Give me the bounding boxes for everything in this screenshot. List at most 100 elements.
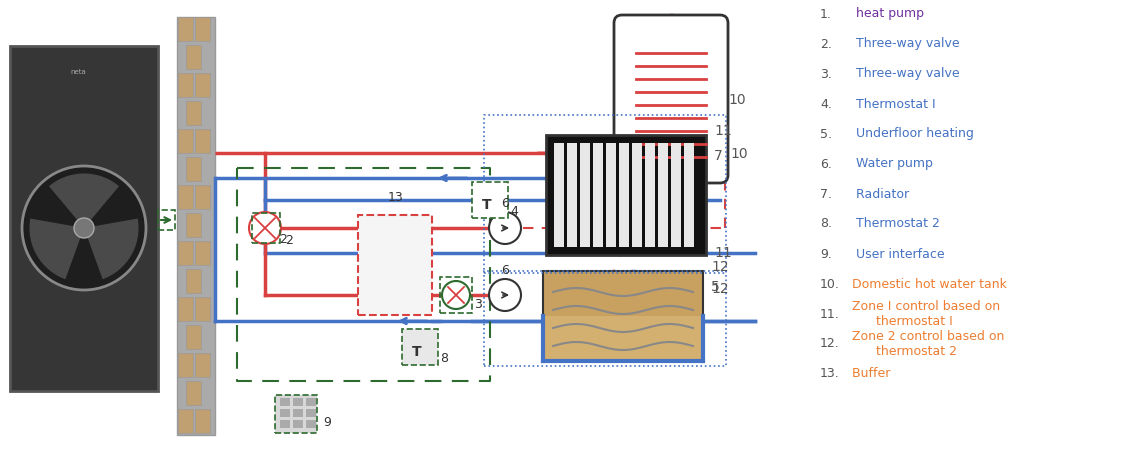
Bar [185, 46, 202, 70]
Bar [472, 182, 508, 219]
Bar [658, 144, 668, 247]
Text: Zone 2 control based on
       thermostat 2: Zone 2 control based on thermostat 2 [848, 329, 1004, 357]
Text: 6: 6 [502, 197, 508, 210]
Bar [195, 409, 210, 433]
Bar [281, 409, 290, 417]
Bar [293, 420, 303, 428]
Bar [684, 144, 694, 247]
Text: 5.: 5. [820, 127, 832, 140]
Text: 3: 3 [474, 297, 482, 310]
Bar [581, 144, 590, 247]
Text: 10.: 10. [820, 277, 840, 290]
Bar [543, 271, 703, 361]
Bar [195, 242, 210, 265]
Text: Water pump: Water pump [848, 157, 933, 170]
Bar [306, 420, 316, 428]
Text: T: T [412, 344, 421, 358]
Text: Radiator: Radiator [848, 187, 909, 200]
Bar [10, 47, 158, 391]
Bar [185, 381, 202, 405]
Bar [185, 325, 202, 349]
Bar [158, 211, 175, 231]
Bar [185, 213, 202, 238]
Circle shape [489, 213, 521, 244]
Wedge shape [30, 219, 84, 280]
Bar [195, 297, 210, 321]
Text: 11: 11 [714, 245, 732, 259]
Text: 2: 2 [279, 232, 287, 245]
Bar [252, 213, 281, 244]
Bar [671, 144, 681, 247]
Text: 7.: 7. [820, 187, 832, 200]
Text: 2: 2 [285, 233, 293, 246]
Circle shape [22, 167, 147, 290]
Bar [177, 242, 194, 265]
Bar [177, 353, 194, 377]
Text: T: T [482, 198, 491, 212]
Bar [593, 144, 603, 247]
Bar [177, 186, 194, 210]
Text: 7: 7 [714, 149, 722, 163]
Bar [645, 144, 655, 247]
Bar [402, 329, 439, 365]
Text: User interface: User interface [848, 247, 945, 260]
Text: 13.: 13. [820, 367, 839, 380]
Bar [195, 130, 210, 154]
Text: 10: 10 [731, 147, 748, 161]
Text: 5: 5 [711, 279, 720, 294]
Text: 12: 12 [711, 259, 728, 274]
Text: 6: 6 [502, 263, 508, 276]
Bar [306, 398, 316, 406]
Circle shape [74, 219, 94, 238]
Text: Three-way valve: Three-way valve [848, 67, 960, 80]
Text: Buffer: Buffer [848, 367, 891, 380]
Bar [177, 409, 194, 433]
Bar [440, 277, 472, 313]
Text: 1.: 1. [820, 7, 832, 20]
Bar [185, 269, 202, 294]
Circle shape [442, 282, 469, 309]
Text: 13: 13 [388, 191, 404, 204]
Text: Underfloor heating: Underfloor heating [848, 127, 974, 140]
Text: neta: neta [70, 69, 86, 75]
Bar [177, 18, 215, 435]
Bar [177, 130, 194, 154]
Text: 9: 9 [323, 415, 331, 428]
Bar [632, 144, 642, 247]
Text: 12: 12 [711, 282, 728, 295]
Text: 10: 10 [728, 93, 745, 107]
Bar [567, 144, 577, 247]
Text: heat pump: heat pump [848, 7, 924, 20]
Bar [293, 409, 303, 417]
Bar [195, 186, 210, 210]
Bar [281, 420, 290, 428]
Text: Domestic hot water tank: Domestic hot water tank [848, 277, 1006, 290]
FancyBboxPatch shape [614, 16, 728, 184]
Bar [306, 409, 316, 417]
Bar [358, 216, 432, 315]
Text: Three-way valve: Three-way valve [848, 38, 960, 50]
Bar [281, 398, 290, 406]
Bar [484, 271, 726, 366]
Bar [606, 144, 616, 247]
Wedge shape [49, 174, 119, 229]
Bar [177, 297, 194, 321]
Bar [185, 102, 202, 126]
Bar [293, 398, 303, 406]
Bar [195, 74, 210, 98]
Text: 9.: 9. [820, 247, 832, 260]
Bar [275, 395, 317, 433]
Text: Thermostat 2: Thermostat 2 [848, 217, 940, 230]
Bar [554, 144, 564, 247]
Bar [619, 144, 629, 247]
Text: 6.: 6. [820, 157, 832, 170]
Text: 8: 8 [440, 351, 448, 364]
Text: 11.: 11. [820, 307, 839, 320]
Text: 12.: 12. [820, 337, 839, 350]
Wedge shape [84, 219, 139, 280]
Text: 3.: 3. [820, 67, 832, 80]
Bar [195, 18, 210, 42]
Bar [484, 116, 726, 274]
Bar [177, 74, 194, 98]
Text: 4: 4 [510, 205, 518, 218]
